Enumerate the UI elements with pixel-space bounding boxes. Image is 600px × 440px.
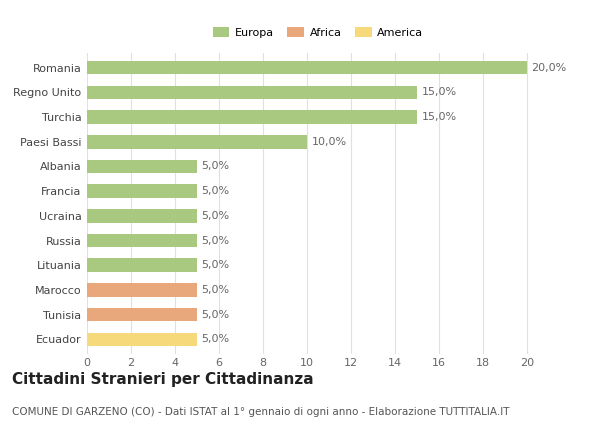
Bar: [87, 308, 197, 322]
Bar: [87, 61, 527, 74]
Text: Cittadini Stranieri per Cittadinanza: Cittadini Stranieri per Cittadinanza: [12, 372, 314, 387]
Legend: Europa, Africa, America: Europa, Africa, America: [209, 24, 427, 41]
Text: 5,0%: 5,0%: [202, 235, 230, 246]
Bar: [87, 184, 197, 198]
Text: 5,0%: 5,0%: [202, 186, 230, 196]
Bar: [87, 209, 197, 223]
Bar: [87, 160, 197, 173]
Text: 15,0%: 15,0%: [421, 112, 457, 122]
Text: 15,0%: 15,0%: [421, 87, 457, 97]
Text: 5,0%: 5,0%: [202, 161, 230, 172]
Text: 20,0%: 20,0%: [532, 62, 566, 73]
Text: 5,0%: 5,0%: [202, 260, 230, 270]
Bar: [87, 333, 197, 346]
Text: 5,0%: 5,0%: [202, 285, 230, 295]
Text: 5,0%: 5,0%: [202, 310, 230, 320]
Bar: [87, 258, 197, 272]
Bar: [87, 85, 417, 99]
Text: 10,0%: 10,0%: [311, 137, 347, 147]
Text: 5,0%: 5,0%: [202, 211, 230, 221]
Text: 5,0%: 5,0%: [202, 334, 230, 345]
Text: COMUNE DI GARZENO (CO) - Dati ISTAT al 1° gennaio di ogni anno - Elaborazione TU: COMUNE DI GARZENO (CO) - Dati ISTAT al 1…: [12, 407, 509, 417]
Bar: [87, 283, 197, 297]
Bar: [87, 234, 197, 247]
Bar: [87, 135, 307, 149]
Bar: [87, 110, 417, 124]
